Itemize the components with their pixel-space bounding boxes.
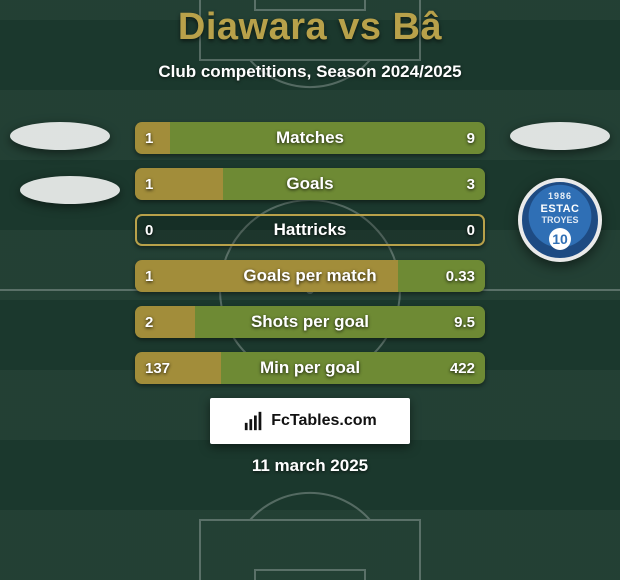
player-badge-left-top: [10, 122, 110, 150]
club-year: 1986: [548, 191, 572, 201]
club-sub: TROYES: [541, 215, 578, 225]
club-name: ESTAC: [541, 203, 580, 215]
bar-track: [135, 260, 485, 292]
brand-text: FcTables.com: [271, 412, 377, 430]
bar-track: [135, 214, 485, 246]
bar-segment-left: [135, 122, 170, 154]
bar-track: [135, 168, 485, 200]
bar-segment-left: [135, 352, 221, 384]
bar-segment-left: [135, 306, 195, 338]
bar-segment-right: [223, 168, 486, 200]
stat-row: Shots per goal29.5: [135, 306, 485, 338]
bar-segment-left: [135, 260, 398, 292]
brand-link[interactable]: FcTables.com: [210, 398, 410, 444]
chart-icon: [243, 410, 265, 432]
player-badge-right-top: [510, 122, 610, 150]
page-title: Diawara vs Bâ: [0, 6, 620, 49]
bar-segment-right: [170, 122, 485, 154]
subtitle: Club competitions, Season 2024/2025: [0, 62, 620, 82]
bar-track: [135, 306, 485, 338]
bar-segment-right: [195, 306, 486, 338]
club-num: 10: [549, 228, 571, 250]
bar-track: [135, 122, 485, 154]
club-badge-right: 1986 ESTAC TROYES 10: [518, 178, 602, 262]
stat-row: Goals per match10.33: [135, 260, 485, 292]
stat-row: Min per goal137422: [135, 352, 485, 384]
stat-row: Matches19: [135, 122, 485, 154]
bar-segment-left: [135, 168, 223, 200]
stat-bars: Matches19 Goals13 Hattricks00 Goals per mat…: [135, 122, 485, 398]
date: 11 march 2025: [0, 456, 620, 476]
bar-track: [135, 352, 485, 384]
bar-segment-right: [221, 352, 485, 384]
player-badge-left-bottom: [20, 176, 120, 204]
bar-segment-right: [398, 260, 486, 292]
stat-row: Hattricks00: [135, 214, 485, 246]
stat-row: Goals13: [135, 168, 485, 200]
